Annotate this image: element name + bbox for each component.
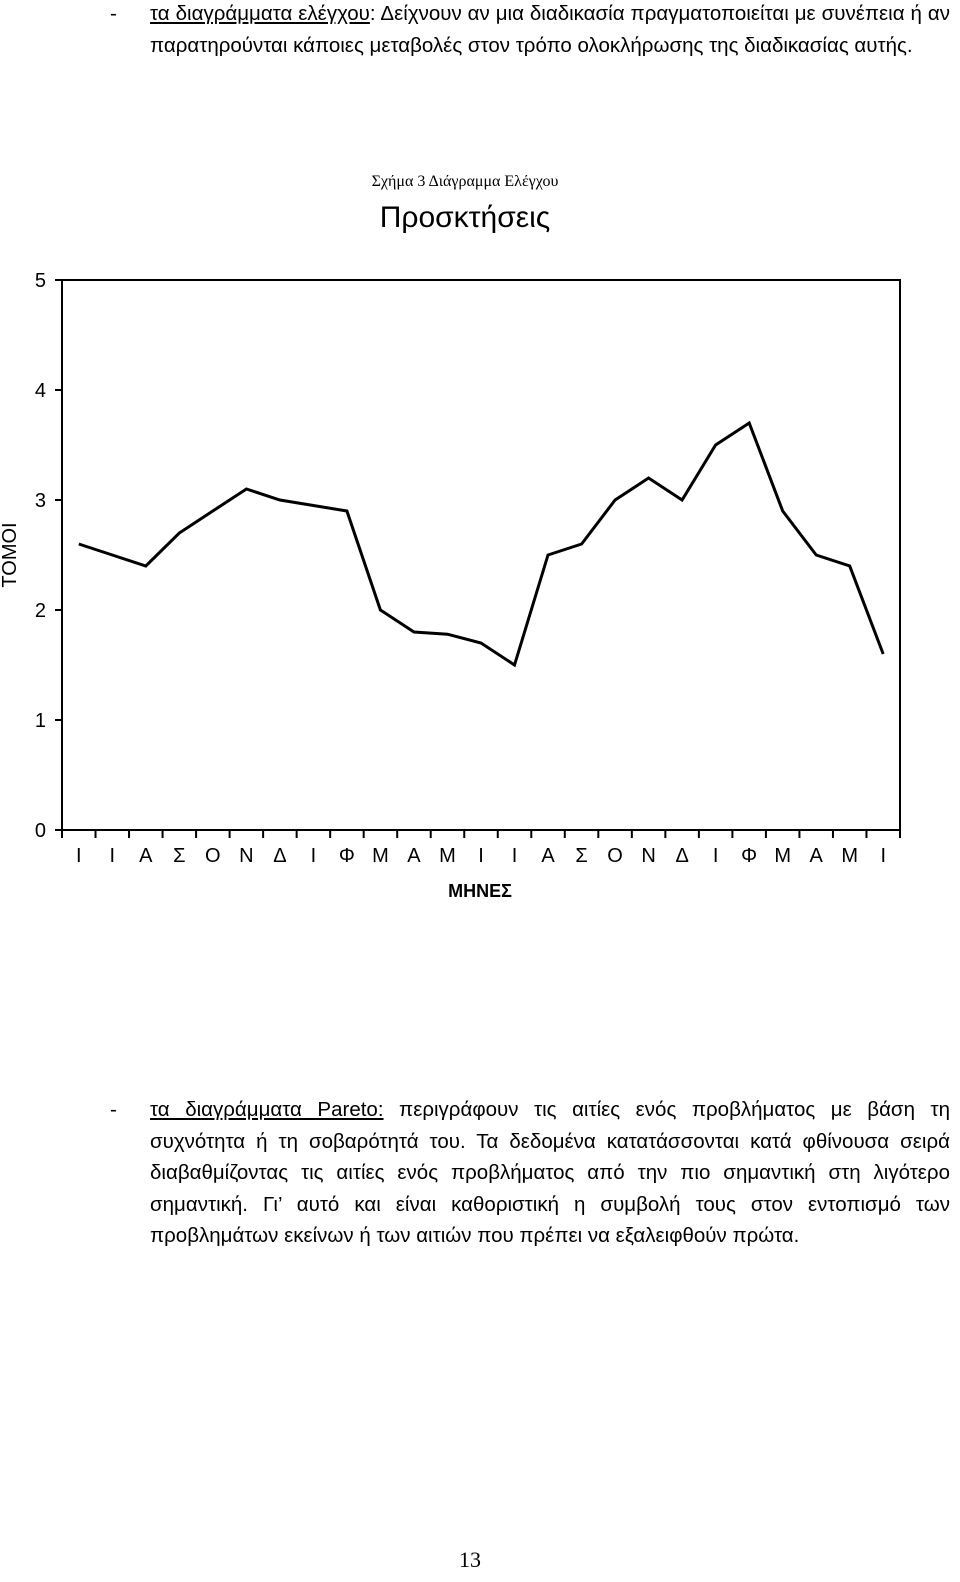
x-tick-label: Ν	[239, 845, 253, 867]
x-tick-label: Ο	[607, 845, 623, 867]
x-tick-label: Ν	[641, 845, 655, 867]
x-tick-label: Ι	[311, 845, 317, 867]
x-tick-label: Ι	[512, 845, 518, 867]
chart-title: Προσκτήσεις	[380, 201, 550, 234]
x-tick-label: Μ	[841, 845, 858, 867]
x-tick-label: Σ	[173, 845, 185, 867]
y-tick-label: 1	[35, 710, 46, 732]
bullet-dash: -	[110, 1098, 117, 1121]
x-tick-label: Ι	[109, 845, 115, 867]
y-tick-label: 2	[35, 600, 46, 622]
pareto-charts-definition: περιγράφουν τις αιτίες ενός προβλήματος …	[150, 1098, 950, 1247]
control-charts-paragraph: - τα διαγράμματα ελέγχου: Δείχνουν αν μι…	[110, 0, 950, 61]
page-number: 13	[459, 1547, 481, 1572]
y-tick-label: 0	[35, 820, 46, 842]
pareto-charts-paragraph: - τα διαγράμματα Pareto: περιγράφουν τις…	[110, 1094, 950, 1252]
x-tick-label: Μ	[439, 845, 456, 867]
x-tick-label: Ι	[713, 845, 719, 867]
x-tick-label: Σ	[575, 845, 587, 867]
term-pareto-charts: τα διαγράμματα Pareto:	[150, 1098, 384, 1121]
x-tick-label: Ι	[76, 845, 82, 867]
x-tick-label: Α	[541, 845, 555, 867]
y-tick-label: 5	[35, 270, 46, 292]
figure-caption: Σχήμα 3 Διάγραμμα Ελέγχου	[371, 173, 559, 190]
y-tick-label: 4	[35, 380, 46, 402]
x-axis-label: ΜΗΝΕΣ	[448, 881, 512, 901]
x-tick-label: Α	[407, 845, 421, 867]
plot-area-frame	[61, 279, 901, 831]
x-tick-label: Ι	[478, 845, 484, 867]
x-tick-label: Α	[810, 845, 824, 867]
x-tick-label: Ο	[205, 845, 221, 867]
y-axis: 0 1 2 3 4 5	[35, 270, 62, 842]
y-tick-label: 3	[35, 490, 46, 512]
control-charts-definition: : Δείχνουν αν μια διαδικασία πραγματοποι…	[150, 2, 950, 57]
x-tick-label: Α	[139, 845, 153, 867]
x-tick-label: Δ	[273, 845, 286, 867]
x-tick-label: Μ	[774, 845, 791, 867]
x-tick-label: Ι	[880, 845, 886, 867]
term-control-charts: τα διαγράμματα ελέγχου	[150, 2, 370, 25]
x-tick-label: Μ	[372, 845, 389, 867]
y-axis-label: ΤΟΜΟΙ	[0, 522, 21, 587]
bullet-dash: -	[110, 2, 117, 25]
series-line	[78, 420, 885, 668]
paragraph-body: τα διαγράμματα ελέγχου: Δείχνουν αν μια …	[150, 0, 950, 61]
x-tick-label: Φ	[741, 845, 757, 867]
x-tick-label: Φ	[339, 845, 355, 867]
x-tick-label: Δ	[675, 845, 688, 867]
paragraph-body: τα διαγράμματα Pareto: περιγράφουν τις α…	[150, 1094, 950, 1252]
